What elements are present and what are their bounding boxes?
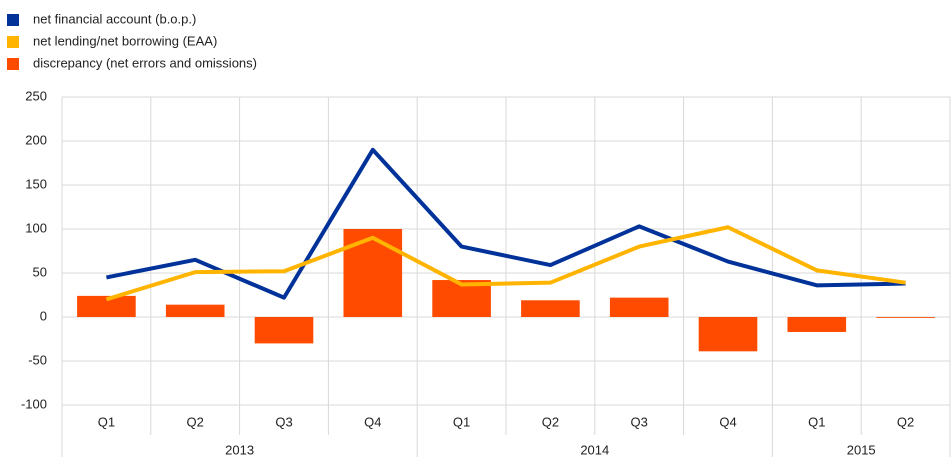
y-tick-label: 0 <box>40 308 47 323</box>
y-tick-label: 100 <box>25 220 47 235</box>
bar <box>165 304 225 317</box>
x-tick-label: Q1 <box>808 414 825 429</box>
line-series <box>105 225 906 302</box>
x-tick-label: Q1 <box>453 414 470 429</box>
legend-label: net lending/net borrowing (EAA) <box>33 33 217 48</box>
y-tick-label: -50 <box>28 352 47 367</box>
line-series <box>106 147 906 300</box>
legend-label: net financial account (b.o.p.) <box>33 11 196 26</box>
y-tick-label: 200 <box>25 132 47 147</box>
y-tick-label: 250 <box>25 88 47 103</box>
bar <box>77 295 136 317</box>
x-tick-label: Q1 <box>98 414 115 429</box>
y-tick-label: -100 <box>21 396 47 411</box>
x-tick-label: Q3 <box>275 414 292 429</box>
y-tick-label: 50 <box>33 264 47 279</box>
bar <box>698 317 758 352</box>
x-tick-label: Q2 <box>187 414 204 429</box>
x-tick-label: Q2 <box>897 414 914 429</box>
x-tick-label: Q3 <box>631 414 648 429</box>
bar <box>876 317 935 318</box>
x-tick-label: Q2 <box>542 414 559 429</box>
y-tick-label: 150 <box>25 176 47 191</box>
x-tick-label: Q4 <box>719 414 736 429</box>
x-tick-label: Q4 <box>364 414 381 429</box>
bar <box>521 300 580 317</box>
legend-label: discrepancy (net errors and omissions) <box>33 55 257 70</box>
legend-swatch <box>7 58 19 70</box>
legend-swatch <box>7 36 19 48</box>
bar <box>254 317 314 344</box>
year-label: 2014 <box>580 442 609 457</box>
year-label: 2013 <box>225 442 254 457</box>
bar <box>609 297 669 317</box>
bar <box>343 229 403 317</box>
bar <box>787 317 847 332</box>
year-label: 2015 <box>847 442 876 457</box>
legend-swatch <box>7 14 19 26</box>
